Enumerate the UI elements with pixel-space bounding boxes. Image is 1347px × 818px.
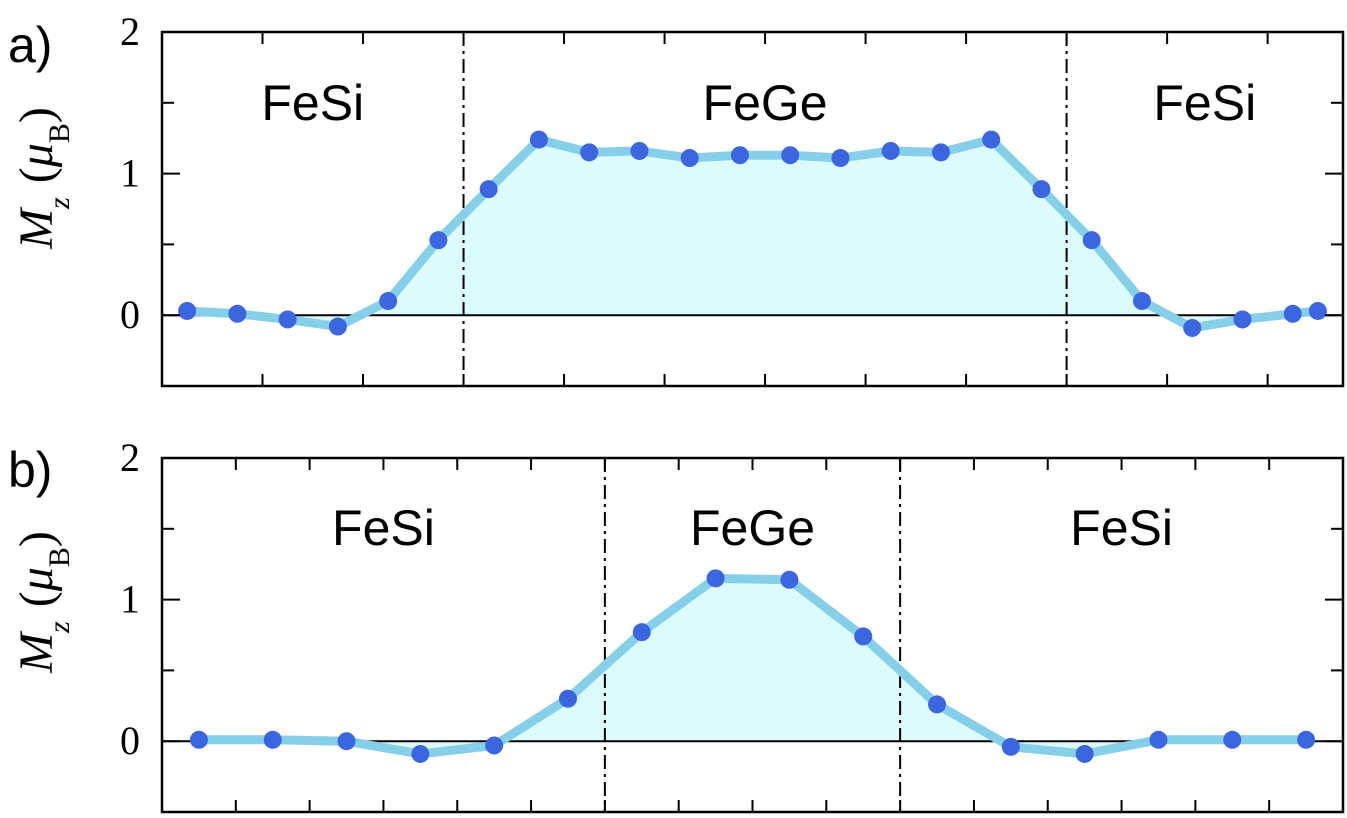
panel-a-data-point-14	[881, 141, 900, 160]
panel-b-series-line	[194, 573, 1311, 759]
panel-a-y-tick-label-2: 2	[120, 9, 140, 54]
panel-b-data-point-11	[1001, 737, 1020, 756]
panel-b-data-point-14	[1223, 730, 1242, 749]
panel-a-data-point-12	[781, 146, 800, 165]
panel-b-data-point-12	[1075, 744, 1094, 763]
panel-a-data-point-17	[1032, 180, 1051, 199]
panel-a-ylabel-symbol: M	[10, 206, 63, 250]
panel-b-label: b)	[8, 442, 52, 498]
panel-a-data-point-13	[831, 149, 850, 168]
panel-a-data-point-18	[1082, 231, 1101, 250]
panel-b-region-label-fege: FeGe	[690, 500, 815, 556]
panel-b-data-point-0	[189, 730, 208, 749]
panel-b-data-point-10	[928, 695, 947, 714]
panel-b-ylabel-subscript: z	[43, 621, 76, 634]
panel-a: a) FeSi FeGe FeSi 0 1 2 Mz(μB)	[8, 9, 1345, 388]
panel-a-data-point-4	[379, 292, 398, 311]
panel-a-ylabel-unit-symbol: μ	[10, 143, 63, 168]
panel-a-data-point-3	[328, 317, 347, 336]
panel-b-ylabel-unit-subscript: B	[43, 547, 76, 567]
panel-a-ylabel-unit-subscript: B	[43, 123, 76, 143]
panel-a-data-point-10	[680, 149, 699, 168]
panel-b-y-tick-label-1: 1	[120, 577, 140, 622]
panel-b-region-label-fesi-left: FeSi	[332, 500, 435, 556]
panel-a-data-point-5	[429, 231, 448, 250]
panel-b-data-point-8	[780, 570, 799, 589]
svg-text:Mz(μB): Mz(μB)	[10, 531, 76, 674]
panel-a-data-point-21	[1233, 310, 1252, 329]
panel-a-data-point-23	[1308, 301, 1327, 320]
panel-b-area-fill	[198, 578, 1307, 754]
panel-b-data-point-4	[485, 736, 504, 755]
panel-a-data-point-19	[1132, 292, 1151, 311]
panel-b-data-point-1	[263, 730, 282, 749]
panel-a-data-point-1	[228, 304, 247, 323]
panel-b-region-label-fesi-right: FeSi	[1070, 500, 1173, 556]
panel-b-y-tick-label-2: 2	[120, 435, 140, 480]
panel-a-data-point-7	[529, 130, 548, 149]
panel-a-y-tick-label-0: 0	[120, 292, 140, 337]
panel-a-data-point-2	[278, 310, 297, 329]
panel-b-data-point-7	[706, 569, 725, 588]
svg-text:Mz(μB): Mz(μB)	[10, 107, 76, 250]
panel-a-axes-frame	[160, 30, 1345, 388]
panel-a-y-tick-labels: 0 1 2	[120, 9, 140, 337]
panel-b-data-point-9	[854, 627, 873, 646]
panel-a-ylabel-subscript: z	[43, 197, 76, 210]
panel-b-data-point-5	[558, 689, 577, 708]
panel-a-data-point-15	[931, 143, 950, 162]
panel-a-data-point-22	[1283, 304, 1302, 323]
panel-a-data-point-8	[580, 143, 599, 162]
panel-b-y-tick-label-0: 0	[120, 718, 140, 763]
panel-b-y-axis-label: Mz(μB)	[10, 531, 76, 674]
panel-b-data-point-6	[632, 623, 651, 642]
panel-a-data-point-0	[178, 301, 197, 320]
panel-a-data-point-20	[1183, 318, 1202, 337]
panel-b-plot-area	[160, 456, 1345, 814]
panel-a-series-line	[182, 135, 1323, 333]
panel-a-y-tick-label-1: 1	[120, 151, 140, 196]
panel-b: b) FeSi FeGe FeSi 0 1 2 Mz(μB)	[8, 435, 1345, 814]
panel-a-data-point-9	[630, 141, 649, 160]
panel-b-data-point-13	[1149, 730, 1168, 749]
panel-b-data-point-15	[1297, 730, 1316, 749]
panel-a-y-axis-label: Mz(μB)	[10, 107, 76, 250]
panel-a-region-label-fege: FeGe	[703, 75, 828, 131]
panel-a-data-point-16	[982, 130, 1001, 149]
panel-a-region-label-fesi-left: FeSi	[261, 75, 364, 131]
panel-b-data-point-2	[337, 732, 356, 751]
panel-a-data-point-6	[479, 180, 498, 199]
panel-b-y-tick-labels: 0 1 2	[120, 435, 140, 763]
panel-a-region-label-fesi-right: FeSi	[1153, 75, 1256, 131]
panel-a-label: a)	[8, 17, 52, 73]
panel-a-data-point-11	[730, 146, 749, 165]
panel-b-ylabel-unit-symbol: μ	[10, 567, 63, 592]
panel-a-plot-area	[160, 30, 1345, 388]
panel-b-ylabel-symbol: M	[10, 630, 63, 674]
panel-b-data-point-3	[411, 744, 430, 763]
